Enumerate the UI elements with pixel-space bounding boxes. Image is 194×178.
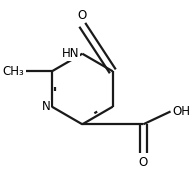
Text: O: O (78, 9, 87, 22)
Text: CH₃: CH₃ (3, 65, 25, 78)
Text: HN: HN (62, 47, 79, 60)
Text: OH: OH (172, 105, 190, 118)
Text: O: O (139, 156, 148, 169)
Text: N: N (42, 100, 50, 113)
